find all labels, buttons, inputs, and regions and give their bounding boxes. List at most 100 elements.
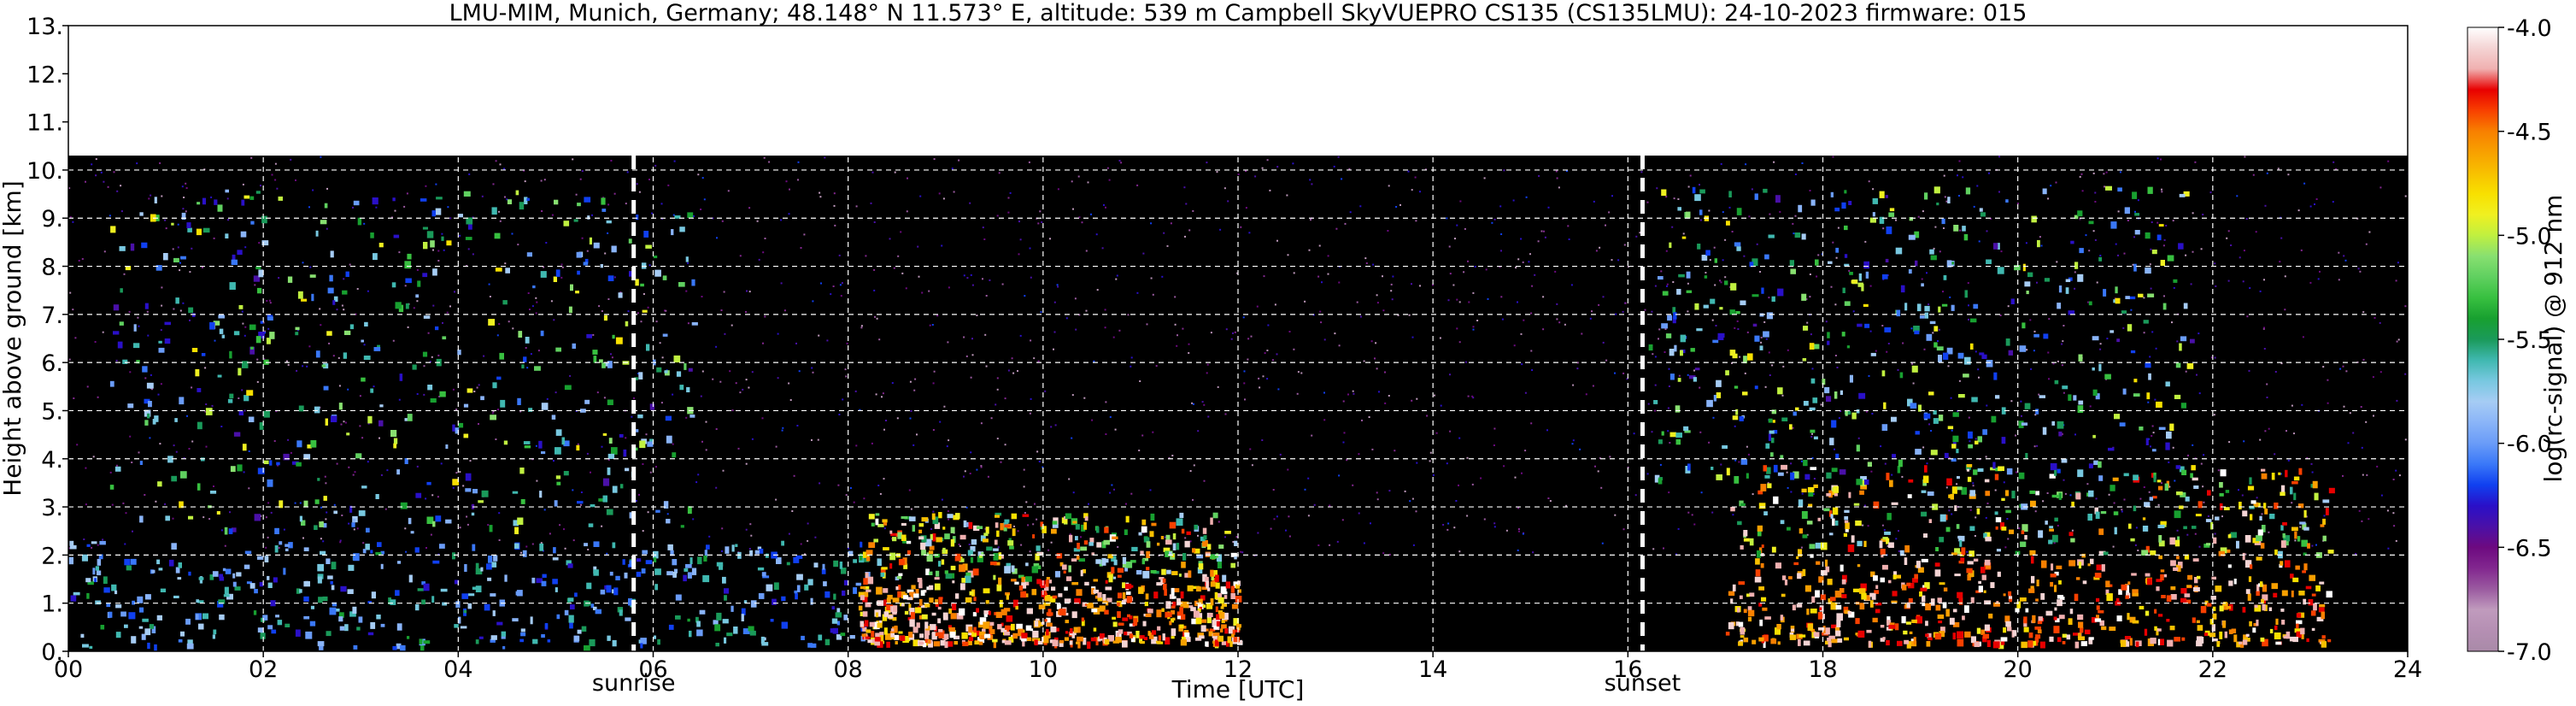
signal-cell <box>1934 562 1940 567</box>
noise-speck <box>1515 267 1517 269</box>
signal-cell <box>1129 633 1134 638</box>
signal-cell <box>2112 477 2119 481</box>
noise-speck <box>137 316 139 319</box>
signal-cell <box>2174 637 2180 642</box>
noise-speck <box>2284 309 2286 311</box>
noise-speck <box>2006 518 2009 520</box>
signal-cell <box>2044 278 2050 282</box>
signal-cell <box>2292 637 2298 643</box>
signal-cell <box>2252 627 2256 633</box>
noise-speck <box>306 365 308 368</box>
signal-cell <box>1743 356 1747 364</box>
noise-speck <box>1523 319 1525 321</box>
signal-cell <box>667 544 673 550</box>
signal-cell <box>1059 639 1065 644</box>
noise-speck <box>1887 274 1889 277</box>
noise-speck <box>2061 343 2063 345</box>
signal-cell <box>197 483 201 491</box>
signal-cell <box>1205 576 1209 583</box>
noise-speck <box>2387 160 2390 162</box>
signal-cell <box>2040 593 2045 600</box>
signal-cell <box>1930 598 1935 606</box>
noise-speck <box>243 471 245 474</box>
signal-cell <box>1994 474 1999 480</box>
noise-speck <box>1722 211 1724 214</box>
noise-speck <box>1666 285 1668 287</box>
signal-cell <box>2280 540 2286 548</box>
noise-speck <box>1447 299 1450 302</box>
signal-cell <box>880 572 885 577</box>
signal-cell <box>2032 640 2037 646</box>
noise-speck <box>1950 397 1952 399</box>
noise-speck <box>2196 374 2198 376</box>
noise-speck <box>1594 465 1596 468</box>
signal-cell <box>2151 250 2157 255</box>
noise-speck <box>430 533 432 536</box>
signal-cell <box>1919 591 1922 597</box>
signal-cell <box>1767 483 1772 489</box>
signal-cell <box>526 252 532 257</box>
signal-cell <box>2210 596 2216 600</box>
signal-cell <box>2260 543 2265 549</box>
signal-cell <box>974 640 980 645</box>
noise-speck <box>572 489 574 491</box>
signal-cell <box>540 330 544 337</box>
signal-cell <box>2128 296 2136 300</box>
signal-cell <box>1808 490 1814 497</box>
signal-cell <box>1817 517 1821 521</box>
signal-cell <box>1654 474 1660 483</box>
signal-cell <box>1895 247 1903 255</box>
signal-cell <box>432 560 440 564</box>
noise-speck <box>727 190 730 192</box>
noise-speck <box>1188 352 1190 354</box>
signal-cell <box>936 537 942 543</box>
signal-cell <box>1957 638 1964 647</box>
noise-speck <box>1499 266 1501 268</box>
noise-speck <box>1627 466 1629 468</box>
signal-cell <box>1080 569 1083 577</box>
noise-speck <box>1951 429 1953 432</box>
noise-speck <box>138 451 140 454</box>
signal-cell <box>875 518 879 526</box>
signal-cell <box>490 415 496 421</box>
signal-cell <box>2327 550 2334 554</box>
signal-cell <box>495 268 502 272</box>
noise-speck <box>883 478 885 480</box>
noise-speck <box>1109 491 1112 494</box>
signal-cell <box>1228 626 1235 634</box>
signal-cell <box>324 203 328 209</box>
signal-cell <box>1740 503 1746 506</box>
noise-speck <box>1390 283 1393 285</box>
signal-cell <box>1887 616 1891 624</box>
signal-cell <box>377 344 380 348</box>
signal-cell <box>918 529 923 533</box>
noise-speck <box>1359 205 1362 208</box>
signal-cell <box>227 398 233 403</box>
noise-speck <box>762 251 765 254</box>
signal-cell <box>198 623 204 630</box>
signal-cell <box>1719 307 1723 310</box>
noise-speck <box>2214 356 2216 359</box>
signal-cell <box>2169 423 2174 431</box>
signal-cell <box>1798 638 1801 646</box>
signal-cell <box>1771 409 1777 415</box>
noise-speck <box>276 187 279 190</box>
signal-cell <box>2247 593 2251 601</box>
noise-speck <box>1203 479 1206 482</box>
noise-speck <box>517 244 519 246</box>
signal-cell <box>2061 458 2068 463</box>
noise-speck <box>865 255 867 257</box>
noise-speck <box>1446 528 1449 531</box>
signal-cell <box>1031 589 1037 596</box>
signal-cell <box>898 558 905 566</box>
signal-cell <box>73 591 80 596</box>
signal-cell <box>2244 535 2251 543</box>
signal-cell <box>1832 518 1835 527</box>
signal-cell <box>1730 598 1734 604</box>
noise-speck <box>2161 482 2162 485</box>
noise-speck <box>2108 493 2110 496</box>
noise-speck <box>1709 259 1711 262</box>
noise-speck <box>1447 522 1450 525</box>
signal-cell <box>675 594 682 601</box>
noise-speck <box>1095 233 1098 236</box>
